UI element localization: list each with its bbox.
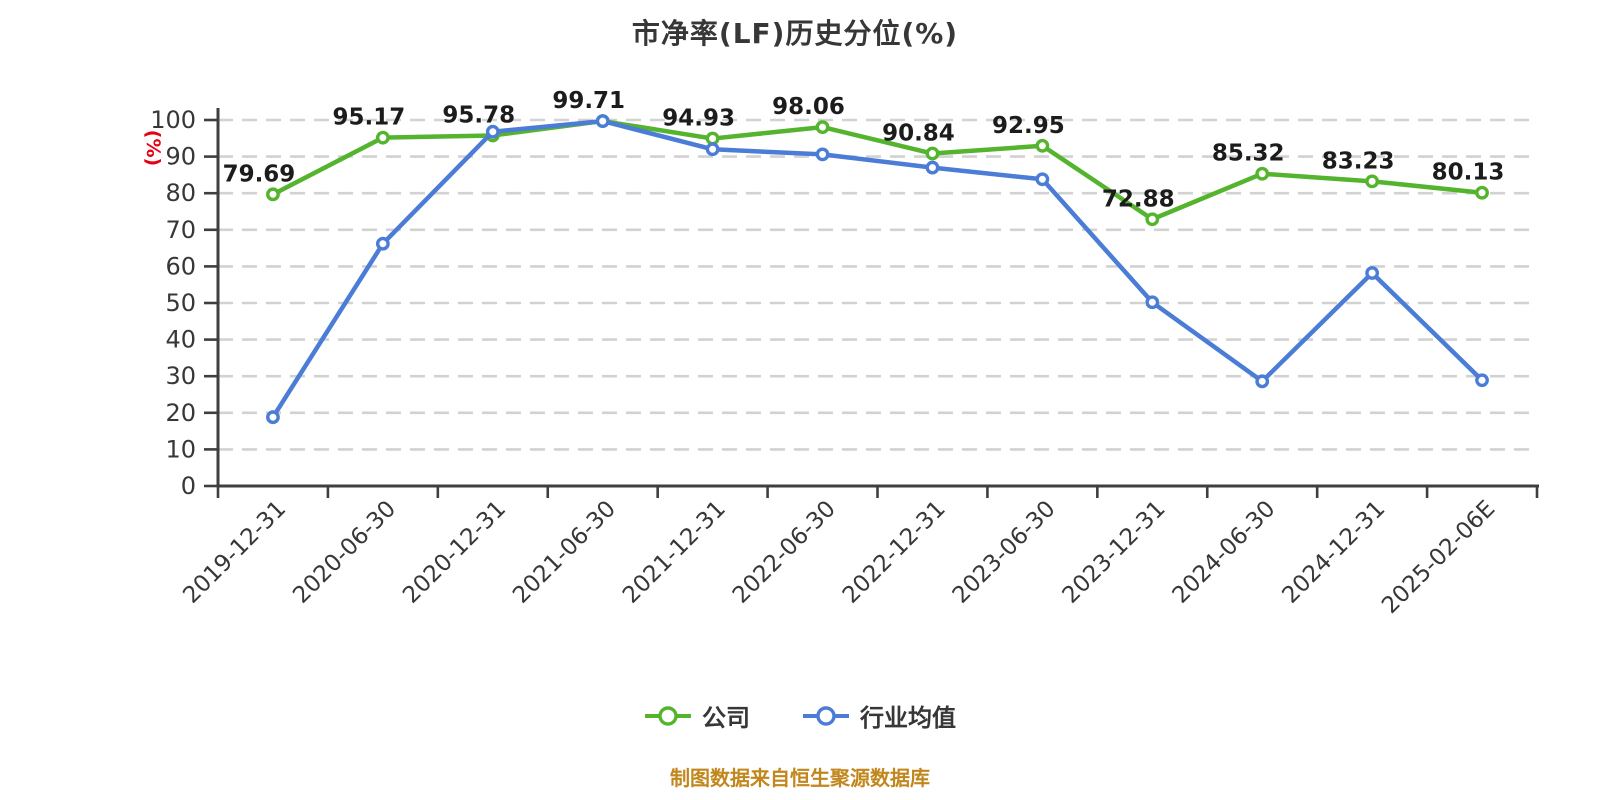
data-point-industry-average [1145,295,1160,310]
data-point-company [375,130,390,145]
x-tick-label: 2025-02-06E [1377,496,1500,619]
line-circle-marker-icon [803,705,849,726]
line-circle-marker-icon [645,705,691,726]
data-label: 72.88 [1102,186,1175,212]
data-point-company [1035,138,1050,153]
y-tick-label: 40 [165,326,196,354]
data-point-industry-average [375,236,390,251]
data-label: 94.93 [662,106,735,132]
legend-label-industry-average: 行业均值 [860,704,956,732]
data-point-industry-average [485,124,500,139]
x-tick-label: 2024-06-30 [1168,496,1281,609]
y-tick-label: 10 [165,435,196,463]
x-tick-label: 2020-06-30 [288,496,401,609]
y-tick-label: 90 [165,143,196,171]
data-point-company [705,131,720,146]
data-point-company [1255,166,1270,181]
data-point-industry-average [705,142,720,157]
data-point-industry-average [266,410,280,425]
data-label: 95.17 [332,105,405,131]
series-line-company [270,118,1485,222]
data-point-company [266,187,280,202]
y-tick-label: 50 [165,289,196,317]
x-tick-label: 2023-06-30 [948,496,1061,609]
x-tick-label: 2021-12-31 [618,496,731,609]
chart-title: 市净率(LF)历史分位(%) [631,17,959,50]
y-tick-label: 70 [165,216,196,244]
x-tick-label: 2019-12-31 [178,496,291,609]
data-label: 99.71 [552,88,625,114]
y-tick-label: 80 [165,179,196,207]
data-label: 79.69 [223,161,296,187]
legend-item-company[interactable]: 公司 [644,698,750,733]
x-tick-label: 2020-12-31 [398,496,511,609]
data-point-industry-average [925,160,940,175]
data-point-industry-average [1035,172,1050,187]
data-point-company [1365,174,1380,189]
data-label: 90.84 [882,121,955,147]
x-tick-label: 2024-12-31 [1277,496,1390,609]
legend-label-company: 公司 [702,704,750,732]
data-label: 85.32 [1212,141,1285,167]
y-tick-label: 60 [165,252,196,280]
y-tick-label: 20 [165,399,196,427]
plot-area: 0 10 20 30 40 50 60 70 80 90 100 2019-12-312020-06-… [150,88,1539,619]
x-tick-label: 2022-12-31 [838,496,951,609]
data-point-industry-average [1365,266,1380,280]
legend: 公司 行业均值 [0,698,1600,733]
data-point-industry-average [1475,373,1489,388]
data-point-company [815,120,830,135]
data-label: 92.95 [992,113,1065,139]
x-tick-label: 2021-06-30 [508,496,621,609]
x-tick-label: 2022-06-30 [728,496,841,609]
data-label: 98.06 [772,94,845,120]
data-point-company [925,146,940,161]
data-point-industry-average [595,114,610,128]
series-line-industry-average [270,118,1485,420]
data-point-company [1145,212,1160,227]
data-point-industry-average [815,147,830,162]
data-label: 95.78 [442,102,515,128]
y-tick-label: 100 [150,106,196,134]
data-label: 83.23 [1322,148,1395,174]
data-point-company [1475,185,1489,200]
data-source-note: 制图数据来自恒生聚源数据库 [670,766,930,790]
y-tick-label: 0 [181,472,196,500]
x-tick-label: 2023-12-31 [1058,496,1171,609]
legend-item-industry-average[interactable]: 行业均值 [802,698,956,733]
data-point-industry-average [1255,374,1270,389]
y-tick-label: 30 [165,362,196,390]
data-label: 80.13 [1432,160,1505,186]
